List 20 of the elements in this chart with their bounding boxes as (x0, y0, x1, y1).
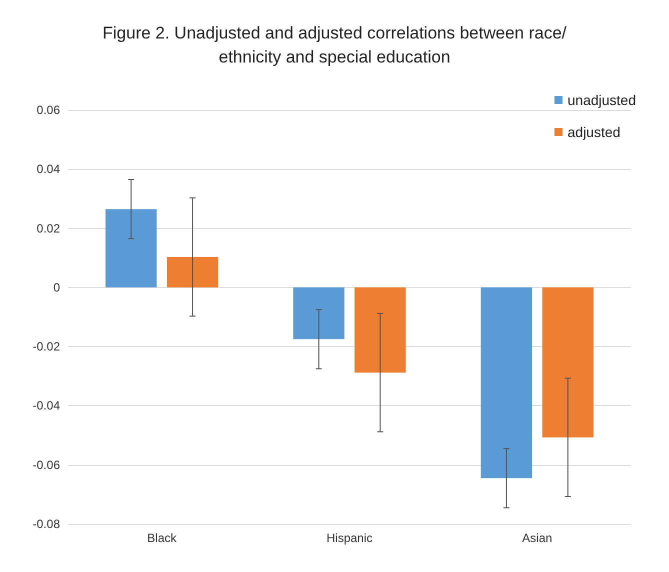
bar (354, 287, 406, 373)
bar (106, 209, 157, 288)
y-tick-label: -0.04 (32, 398, 60, 413)
bar (480, 287, 532, 478)
y-tick-label: 0.02 (36, 221, 60, 236)
x-tick-label: Black (147, 531, 178, 545)
y-tick-label: -0.02 (32, 340, 60, 354)
legend-label: unadjusted (567, 92, 636, 108)
legend-label: adjusted (567, 124, 620, 140)
x-tick-label: Asian (522, 531, 552, 545)
bar (293, 287, 344, 340)
x-tick-label: Hispanic (326, 531, 373, 545)
y-tick-label: -0.08 (32, 517, 60, 531)
y-tick-label: 0 (53, 280, 60, 294)
chart-title: Figure 2. Unadjusted and adjusted correlations between race/ethnicity and special education (102, 24, 567, 66)
bar (542, 287, 594, 438)
bar (166, 256, 218, 288)
y-tick-label: 0.04 (36, 162, 60, 176)
y-tick-label: 0.06 (36, 103, 60, 117)
y-tick-label: -0.06 (32, 458, 60, 472)
